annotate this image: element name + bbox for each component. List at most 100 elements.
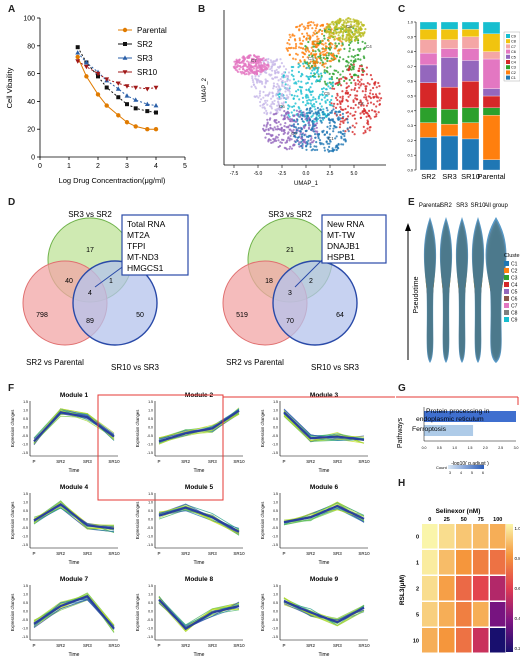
b-cell-point (292, 123, 296, 126)
b-cell-point (290, 65, 293, 69)
f-ytick-label: -1.0 (272, 534, 278, 538)
b-cell-point (275, 68, 278, 71)
b-cell-point (314, 40, 317, 43)
b-cell-point (375, 86, 378, 89)
b-cell-point (318, 52, 322, 56)
b-cell-point (235, 66, 238, 69)
b-cell-point (315, 52, 318, 56)
f-xtick-label: SR3 (208, 551, 217, 556)
b-cell-point (254, 64, 258, 68)
b-cell-point (286, 42, 289, 45)
f-ytick-label: 0.5 (23, 417, 28, 421)
b-cell-point (311, 98, 314, 101)
venn-left-n-topleft: 40 (65, 278, 73, 285)
c-xtick-label: SR2 (421, 172, 436, 181)
b-cell-point (305, 62, 308, 65)
b-cell-point (314, 133, 317, 136)
h-colorbar-tick: 0.2 (515, 646, 520, 651)
b-cell-point (268, 118, 271, 121)
b-cell-point (304, 129, 307, 133)
b-cell-point (323, 133, 327, 136)
b-cell-point (345, 59, 348, 63)
b-cell-point (287, 111, 290, 115)
b-cell-point (272, 82, 275, 85)
b-cell-point (272, 60, 275, 63)
a-point (153, 102, 159, 108)
b-cell-point (299, 75, 303, 78)
b-cell-point (326, 82, 329, 85)
b-cell-point (252, 71, 255, 74)
h-cell (473, 524, 489, 549)
b-cell-point (328, 121, 331, 124)
b-cell-point (356, 25, 359, 28)
b-cell-point (287, 38, 291, 42)
b-cell-point (297, 113, 300, 116)
b-cell-point (320, 105, 323, 108)
b-cell-point (310, 53, 313, 56)
b-cell-point (276, 71, 279, 74)
b-cell-point (271, 63, 274, 66)
b-cell-point (369, 74, 372, 77)
h-colorbar-gradient (506, 524, 513, 652)
b-cell-point (311, 69, 314, 72)
b-cell-point (335, 21, 338, 24)
b-cell-point (288, 105, 291, 108)
b-cell-point (353, 88, 356, 91)
h-col-label: 75 (478, 517, 484, 523)
b-cell-point (287, 126, 290, 129)
b-cell-point (375, 95, 378, 98)
c-bar-segment (482, 58, 501, 89)
b-cell-point (298, 46, 301, 49)
b-cell-point (307, 139, 310, 142)
b-cell-point (301, 47, 305, 50)
venn-left-n-bottom: 89 (86, 318, 94, 325)
b-cell-point (321, 32, 324, 36)
b-cell-point (286, 49, 289, 52)
b-cell-point (302, 25, 305, 28)
a-ytick-label: 40 (27, 99, 35, 106)
f-trend-line (283, 501, 365, 521)
b-cell-point (299, 89, 302, 92)
b-cell-point (252, 83, 255, 86)
b-cell-point (280, 141, 283, 144)
b-cell-point (296, 118, 299, 121)
g-legend-tick: 6 (482, 471, 484, 475)
b-cell-point (326, 114, 329, 117)
a-legend-marker (123, 42, 127, 46)
b-cell-point (323, 37, 326, 40)
b-cell-point (303, 113, 306, 116)
b-cell-point (331, 147, 334, 150)
b-cell-point (310, 115, 313, 118)
b-cell-point (332, 23, 335, 26)
h-colorbar-tick: 0.4 (515, 616, 520, 621)
b-cell-point (255, 68, 258, 71)
b-cell-point (253, 72, 256, 76)
b-cell-point (348, 43, 351, 47)
b-cell-point (354, 82, 357, 85)
b-cell-point (309, 75, 313, 78)
f-ytick-label: -1.0 (147, 534, 153, 538)
b-cell-point (283, 85, 286, 88)
b-cell-point (310, 93, 313, 96)
b-cell-point (337, 34, 340, 37)
d-left-gene: Total RNA (127, 219, 166, 229)
b-cell-point (329, 119, 332, 122)
b-cell-point (342, 58, 345, 61)
panel-letter-a: A (8, 4, 16, 15)
b-cell-point (307, 127, 311, 130)
b-cell-point (249, 64, 252, 67)
b-cell-point (317, 114, 320, 117)
b-cell-point (361, 69, 364, 72)
f-ytick-label: 0.5 (273, 509, 278, 513)
b-cell-point (271, 69, 274, 72)
b-cell-point (257, 96, 260, 99)
b-cell-point (330, 75, 333, 79)
b-cell-point (236, 69, 239, 72)
b-cell-point (344, 65, 347, 68)
c-legend-label: C7 (511, 45, 516, 49)
b-cell-point (321, 50, 324, 53)
b-cell-point (313, 148, 317, 152)
b-cell-point (346, 121, 349, 124)
b-cell-point (318, 29, 321, 32)
b-cell-point (366, 99, 369, 102)
